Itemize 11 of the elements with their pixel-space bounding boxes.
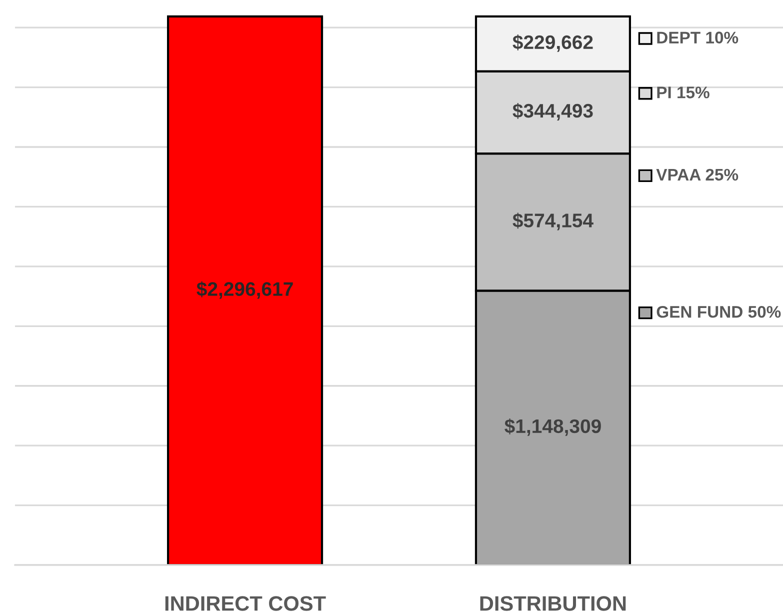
x-tick-label: INDIRECT COST [165, 596, 326, 611]
x-tick-label: DISTRIBUTION [480, 596, 626, 611]
legend-label: DEPT 10% [657, 32, 738, 44]
data-label: $574,154 [512, 212, 594, 230]
legend-label: VPAA 25% [656, 168, 738, 181]
legend-label: GEN FUND 50% [656, 306, 781, 318]
data-label: $1,148,309 [504, 418, 601, 436]
data-label: $2,296,617 [196, 281, 293, 299]
data-label: $229,662 [512, 34, 593, 52]
data-label: $344,493 [512, 103, 593, 120]
legend-label: PI 15% [657, 86, 710, 98]
